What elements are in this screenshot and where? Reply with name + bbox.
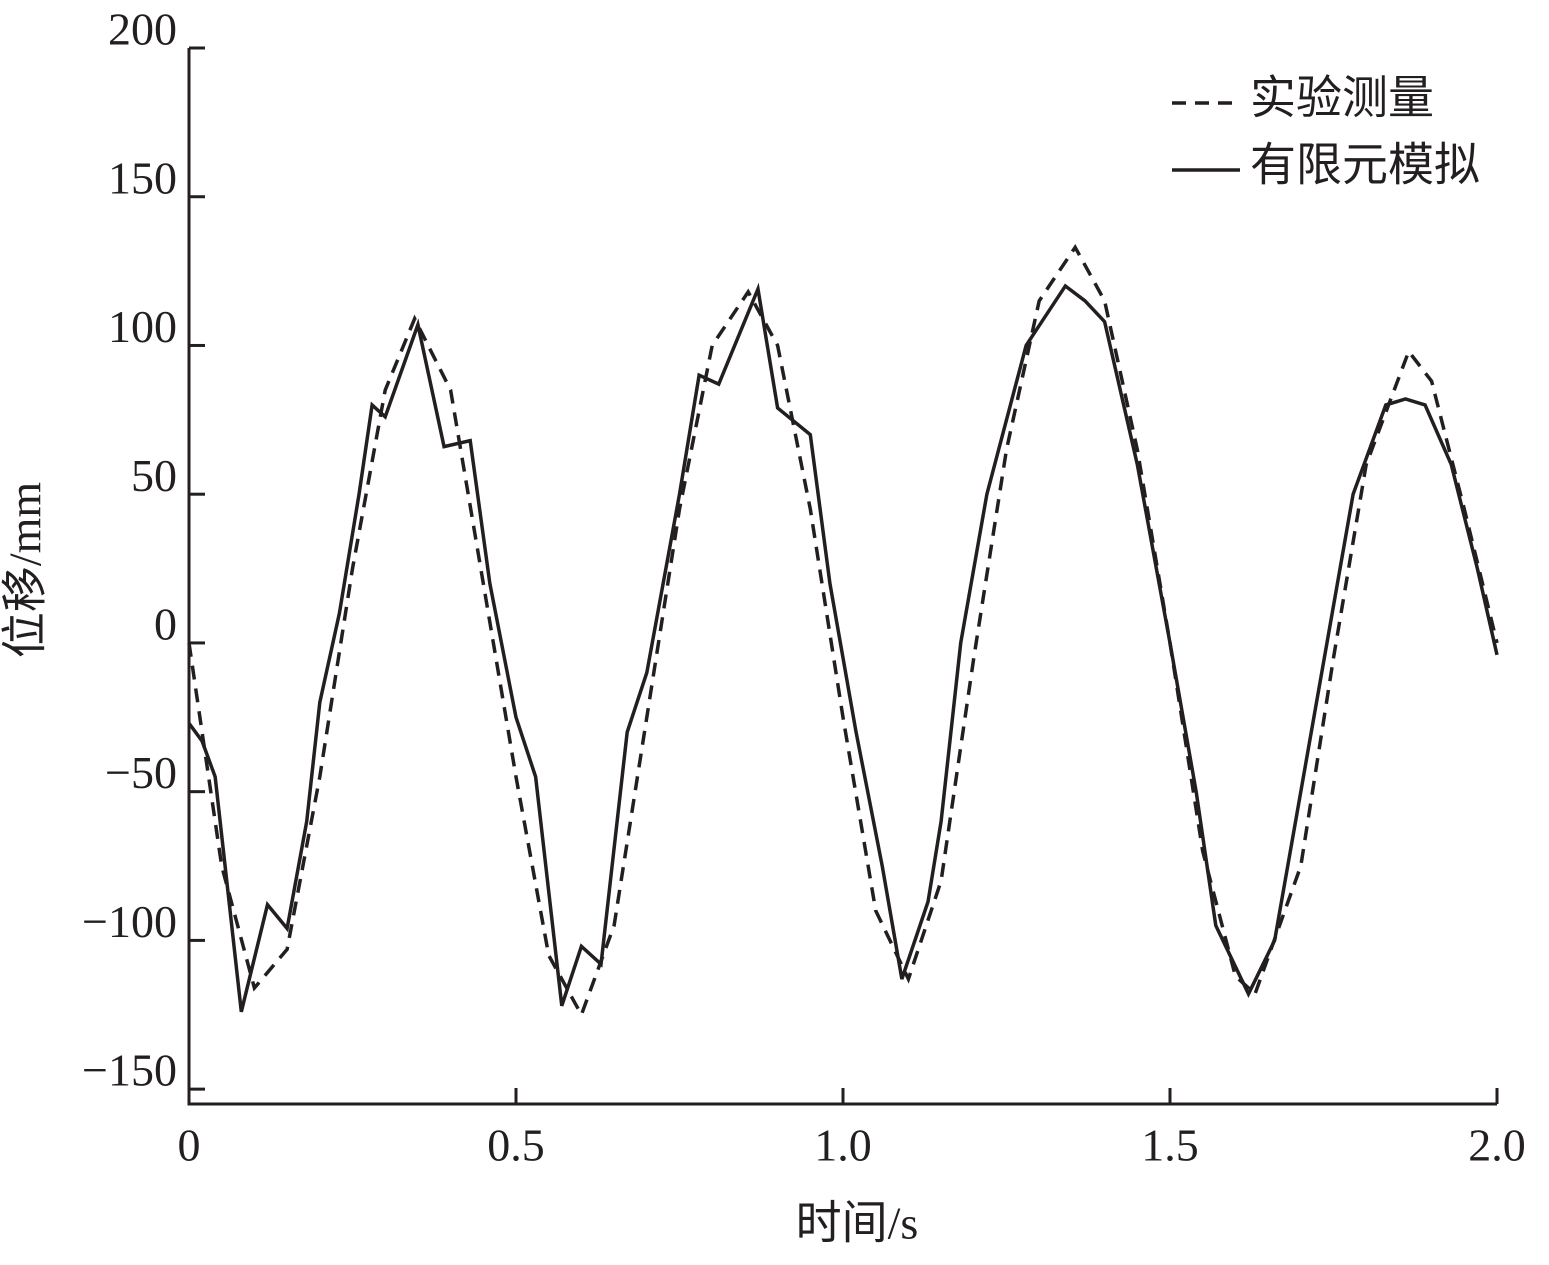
y-tick-label: 0 bbox=[154, 598, 177, 649]
x-tick-label: 0.5 bbox=[487, 1120, 545, 1171]
x-tick-label: 2.0 bbox=[1468, 1120, 1526, 1171]
y-tick-label: 50 bbox=[131, 450, 177, 501]
legend-label: 有限元模拟 bbox=[1250, 140, 1480, 191]
x-tick-label: 0 bbox=[178, 1120, 201, 1171]
series-line bbox=[187, 282, 1499, 1013]
y-axis-label: 位移/mm bbox=[0, 482, 51, 659]
axes bbox=[187, 48, 1497, 1106]
y-tick-label: 200 bbox=[108, 4, 177, 55]
y-tick-label: −50 bbox=[105, 747, 177, 798]
x-axis-label: 时间/s bbox=[796, 1198, 919, 1249]
legend-label: 实验测量 bbox=[1250, 73, 1434, 124]
y-tick-label: −150 bbox=[82, 1045, 177, 1096]
series-line bbox=[187, 243, 1499, 1019]
y-tick-label: 100 bbox=[108, 301, 177, 352]
y-tick-label: 150 bbox=[108, 152, 177, 203]
y-tick-label: −100 bbox=[82, 896, 177, 947]
x-tick-label: 1.0 bbox=[814, 1120, 872, 1171]
x-tick-label: 1.5 bbox=[1141, 1120, 1199, 1171]
